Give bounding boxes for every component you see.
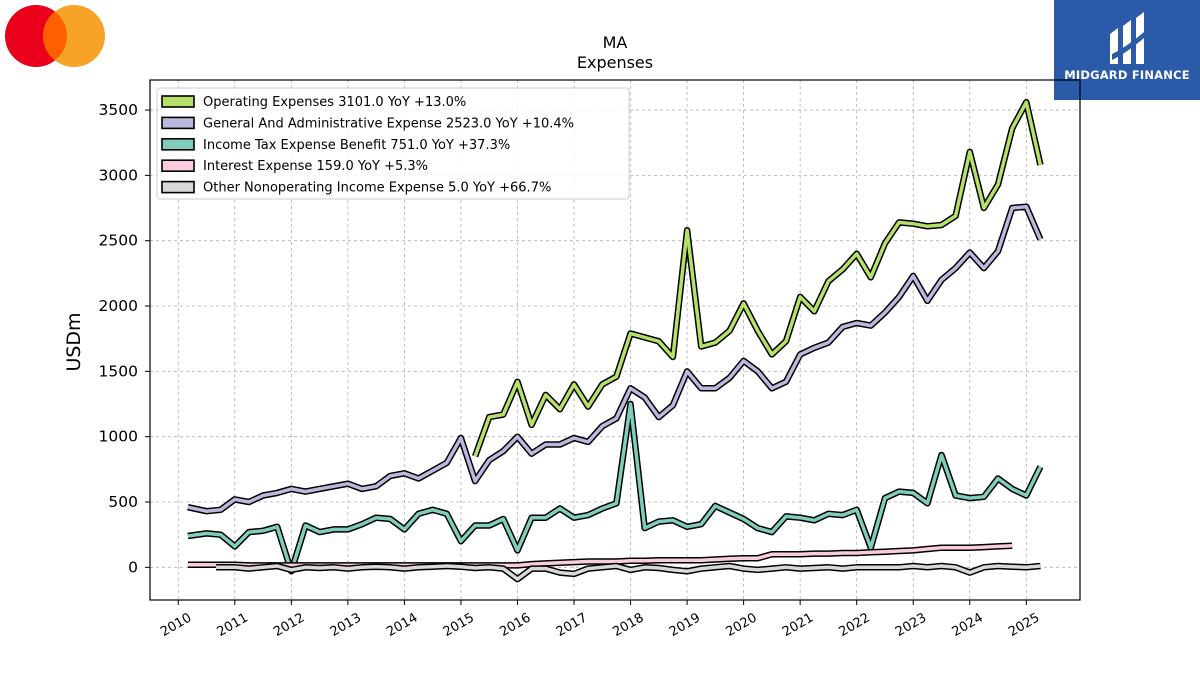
legend-item: General And Administrative Expense 2523.… (161, 116, 574, 131)
brand-name: MIDGARD FINANCE (1064, 68, 1190, 82)
series-line (473, 100, 1043, 457)
x-tick-label: 2013 (328, 610, 364, 640)
series-line (216, 564, 1041, 581)
legend: Operating Expenses 3101.0 YoY +13.0% Gene… (156, 87, 630, 200)
x-tick-label: 2025 (1006, 610, 1042, 640)
y-tick-label: 0 (128, 558, 138, 576)
x-tick-label: 2012 (271, 610, 307, 640)
y-tick-label: 3500 (99, 101, 138, 119)
legend-swatch (161, 159, 195, 172)
x-tick-label: 2011 (215, 610, 251, 640)
legend-label: Income Tax Expense Benefit 751.0 YoY +37… (203, 138, 510, 153)
legend-swatch (161, 95, 195, 108)
x-tick-label: 2015 (441, 610, 477, 640)
y-tick-label: 2500 (99, 232, 138, 250)
brand-mark-icon (1104, 8, 1152, 68)
legend-swatch (161, 116, 195, 130)
series-line (187, 402, 1042, 574)
y-tick-label: 3000 (99, 166, 138, 184)
x-tick-label: 2024 (950, 610, 986, 640)
series-1 (187, 203, 1044, 515)
legend-swatch (161, 180, 195, 194)
mastercard-logo (4, 4, 108, 68)
x-tick-label: 2020 (723, 610, 759, 640)
legend-label: Operating Expenses 3101.0 YoY +13.0% (203, 95, 466, 110)
series-line-outline (187, 203, 1044, 515)
y-tick-label: 500 (108, 493, 138, 511)
x-tick-label: 2023 (893, 610, 929, 640)
legend-box (156, 87, 630, 200)
x-tick-label: 2016 (497, 610, 533, 640)
series-group (187, 98, 1044, 583)
chart-title: MA (603, 33, 628, 52)
brand-badge: MIDGARD FINANCE (1054, 0, 1200, 100)
x-tick-label: 2010 (158, 610, 194, 640)
legend-swatch (161, 138, 195, 151)
y-tick-label: 2000 (99, 297, 138, 315)
y-axis-label: USDm (63, 312, 85, 371)
x-tick-label: 2017 (554, 610, 590, 640)
x-tick-label: 2021 (780, 610, 816, 640)
series-2 (187, 400, 1044, 575)
legend-item: Operating Expenses 3101.0 YoY +13.0% (161, 95, 466, 110)
series-4 (216, 562, 1041, 583)
x-tick-label: 2022 (837, 610, 873, 640)
legend-item: Interest Expense 159.0 YoY +5.3% (161, 159, 428, 174)
y-tick-label: 1500 (99, 362, 138, 380)
legend-label: General And Administrative Expense 2523.… (203, 116, 574, 131)
legend-label: Interest Expense 159.0 YoY +5.3% (203, 159, 428, 174)
x-tick-label: 2014 (384, 610, 420, 640)
series-3 (187, 542, 1013, 569)
plot-frame (149, 79, 1081, 601)
legend-item: Other Nonoperating Income Expense 5.0 Yo… (161, 180, 551, 196)
series-line (187, 204, 1043, 513)
legend-item: Income Tax Expense Benefit 751.0 YoY +37… (161, 138, 510, 153)
chart-subtitle: Expenses (577, 53, 653, 72)
x-tick-label: 2019 (667, 610, 703, 640)
legend-label: Other Nonoperating Income Expense 5.0 Yo… (203, 181, 551, 196)
x-tick-label: 2018 (610, 610, 646, 640)
y-tick-label: 1000 (99, 428, 138, 446)
series-0 (472, 98, 1044, 458)
